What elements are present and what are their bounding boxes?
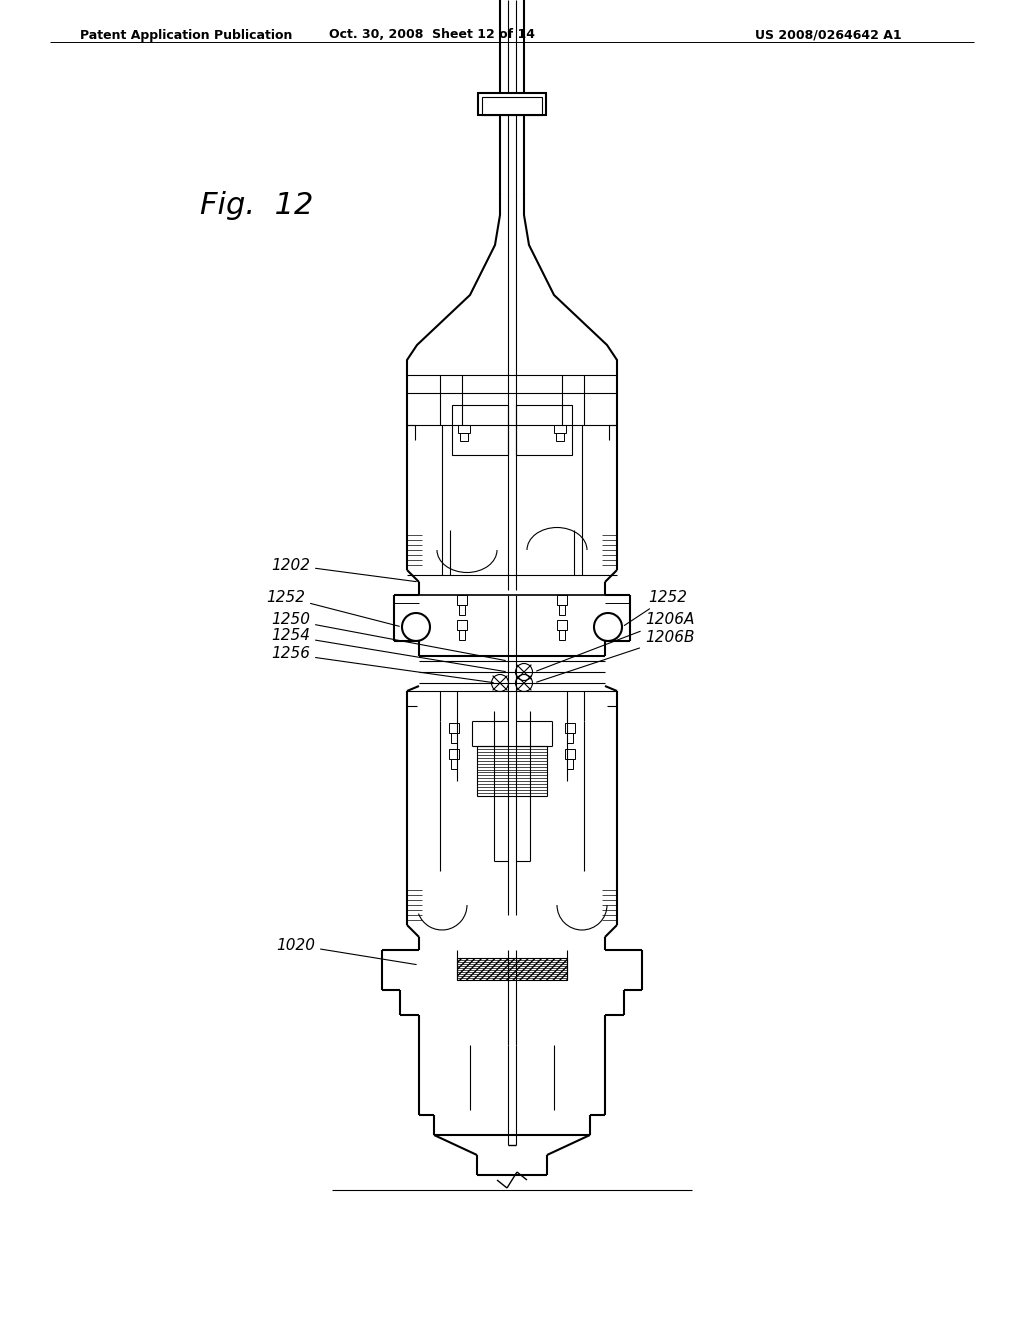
Bar — [457, 958, 567, 979]
Bar — [459, 605, 465, 615]
Text: US 2008/0264642 A1: US 2008/0264642 A1 — [755, 29, 901, 41]
Text: 1206B: 1206B — [537, 631, 694, 682]
Bar — [478, 92, 546, 115]
Bar — [559, 605, 565, 615]
Text: 1202: 1202 — [271, 557, 416, 582]
Bar — [457, 595, 467, 605]
Bar — [449, 748, 459, 759]
Text: Fig.  12: Fig. 12 — [200, 190, 313, 219]
Bar — [557, 620, 567, 630]
Bar — [565, 723, 575, 733]
Text: Oct. 30, 2008  Sheet 12 of 14: Oct. 30, 2008 Sheet 12 of 14 — [329, 29, 535, 41]
Text: 1020: 1020 — [276, 937, 417, 965]
Text: 1254: 1254 — [271, 628, 505, 672]
Bar — [516, 405, 572, 455]
Bar — [565, 748, 575, 759]
Text: 1252: 1252 — [625, 590, 687, 626]
Bar — [567, 733, 573, 743]
Bar — [557, 595, 567, 605]
Bar — [556, 433, 564, 441]
Bar — [451, 733, 457, 743]
Bar — [459, 630, 465, 640]
Bar — [449, 723, 459, 733]
Bar — [458, 425, 470, 433]
Bar — [457, 620, 467, 630]
Text: 1252: 1252 — [266, 590, 399, 626]
Bar — [554, 425, 566, 433]
Bar — [567, 759, 573, 770]
Text: 1206A: 1206A — [537, 612, 694, 671]
Text: 1256: 1256 — [271, 647, 494, 682]
Bar — [559, 630, 565, 640]
Text: Patent Application Publication: Patent Application Publication — [80, 29, 293, 41]
Bar — [482, 96, 542, 115]
Bar — [451, 759, 457, 770]
Bar — [460, 433, 468, 441]
Bar — [452, 405, 508, 455]
Text: 1250: 1250 — [271, 612, 505, 660]
